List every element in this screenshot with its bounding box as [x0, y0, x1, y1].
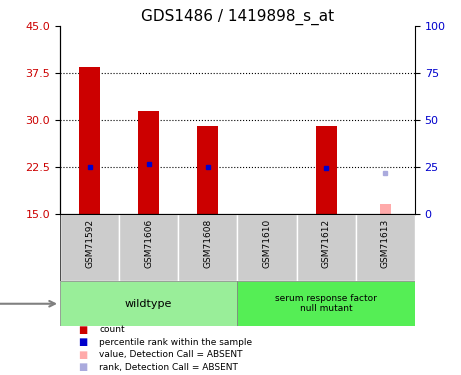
- Text: ■: ■: [78, 338, 88, 347]
- Bar: [119, 214, 178, 281]
- Bar: [316, 126, 337, 214]
- Text: percentile rank within the sample: percentile rank within the sample: [99, 338, 252, 347]
- Text: GSM71606: GSM71606: [144, 219, 153, 268]
- Bar: [138, 111, 159, 214]
- Bar: [296, 214, 356, 281]
- Bar: [60, 214, 119, 281]
- Text: GSM71610: GSM71610: [262, 219, 272, 268]
- Text: value, Detection Call = ABSENT: value, Detection Call = ABSENT: [99, 350, 242, 359]
- Text: GSM71612: GSM71612: [322, 219, 331, 268]
- Text: ■: ■: [78, 325, 88, 335]
- Text: ■: ■: [78, 362, 88, 372]
- Text: wildtype: wildtype: [125, 299, 172, 309]
- Text: ■: ■: [78, 350, 88, 360]
- Bar: [60, 281, 237, 326]
- Bar: [237, 214, 296, 281]
- Bar: [379, 204, 391, 214]
- Bar: [79, 67, 100, 214]
- Text: rank, Detection Call = ABSENT: rank, Detection Call = ABSENT: [99, 363, 238, 372]
- Bar: [197, 126, 218, 214]
- Text: GSM71613: GSM71613: [381, 219, 390, 268]
- Text: GSM71608: GSM71608: [203, 219, 213, 268]
- Title: GDS1486 / 1419898_s_at: GDS1486 / 1419898_s_at: [141, 9, 334, 25]
- Bar: [356, 214, 415, 281]
- Text: GSM71592: GSM71592: [85, 219, 94, 268]
- Text: count: count: [99, 326, 125, 334]
- Text: serum response factor
null mutant: serum response factor null mutant: [275, 294, 377, 314]
- Bar: [237, 281, 415, 326]
- Bar: [178, 214, 237, 281]
